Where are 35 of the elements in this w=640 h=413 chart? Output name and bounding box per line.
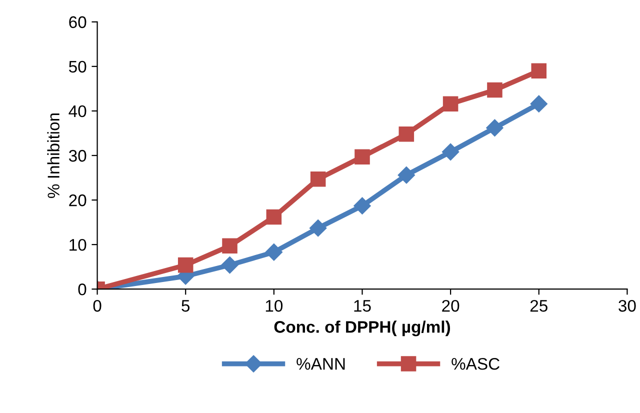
point	[354, 197, 371, 214]
point	[178, 257, 194, 273]
point	[442, 96, 458, 112]
legend-label: %ANN	[296, 358, 345, 370]
point	[354, 149, 370, 164]
point	[531, 63, 547, 79]
y-tick-label: 10	[70, 238, 86, 251]
legend-label: %ASC	[452, 358, 500, 370]
y-tick-label: 50	[68, 60, 86, 73]
point	[221, 256, 238, 274]
point	[266, 209, 282, 225]
point	[310, 220, 327, 237]
x-tick-label: 20	[442, 300, 460, 312]
point	[265, 244, 282, 261]
y-axis-title: % Inhibition	[47, 113, 60, 198]
x-tick-label: 15	[354, 300, 371, 312]
x-axis-title: Conc. of DPPH( µg/ml)	[274, 320, 450, 336]
point	[442, 143, 460, 160]
point	[486, 119, 504, 136]
point	[310, 171, 326, 187]
y-tick-label: 60	[69, 16, 86, 28]
x-tick-label: 30	[618, 300, 636, 312]
x-tick-label: 25	[530, 300, 548, 312]
x-tick-label: 5	[182, 300, 190, 312]
point	[487, 82, 502, 98]
point	[222, 238, 238, 254]
point	[398, 166, 415, 184]
point	[530, 95, 548, 112]
point	[398, 126, 414, 142]
x-tick-label: 10	[266, 300, 283, 312]
y-tick-label: 30	[68, 150, 86, 162]
y-tick-label: 0	[78, 284, 86, 296]
x-tick-label: 0	[93, 300, 102, 312]
y-tick-label: 40	[68, 105, 86, 118]
y-tick-label: 20	[69, 194, 86, 206]
